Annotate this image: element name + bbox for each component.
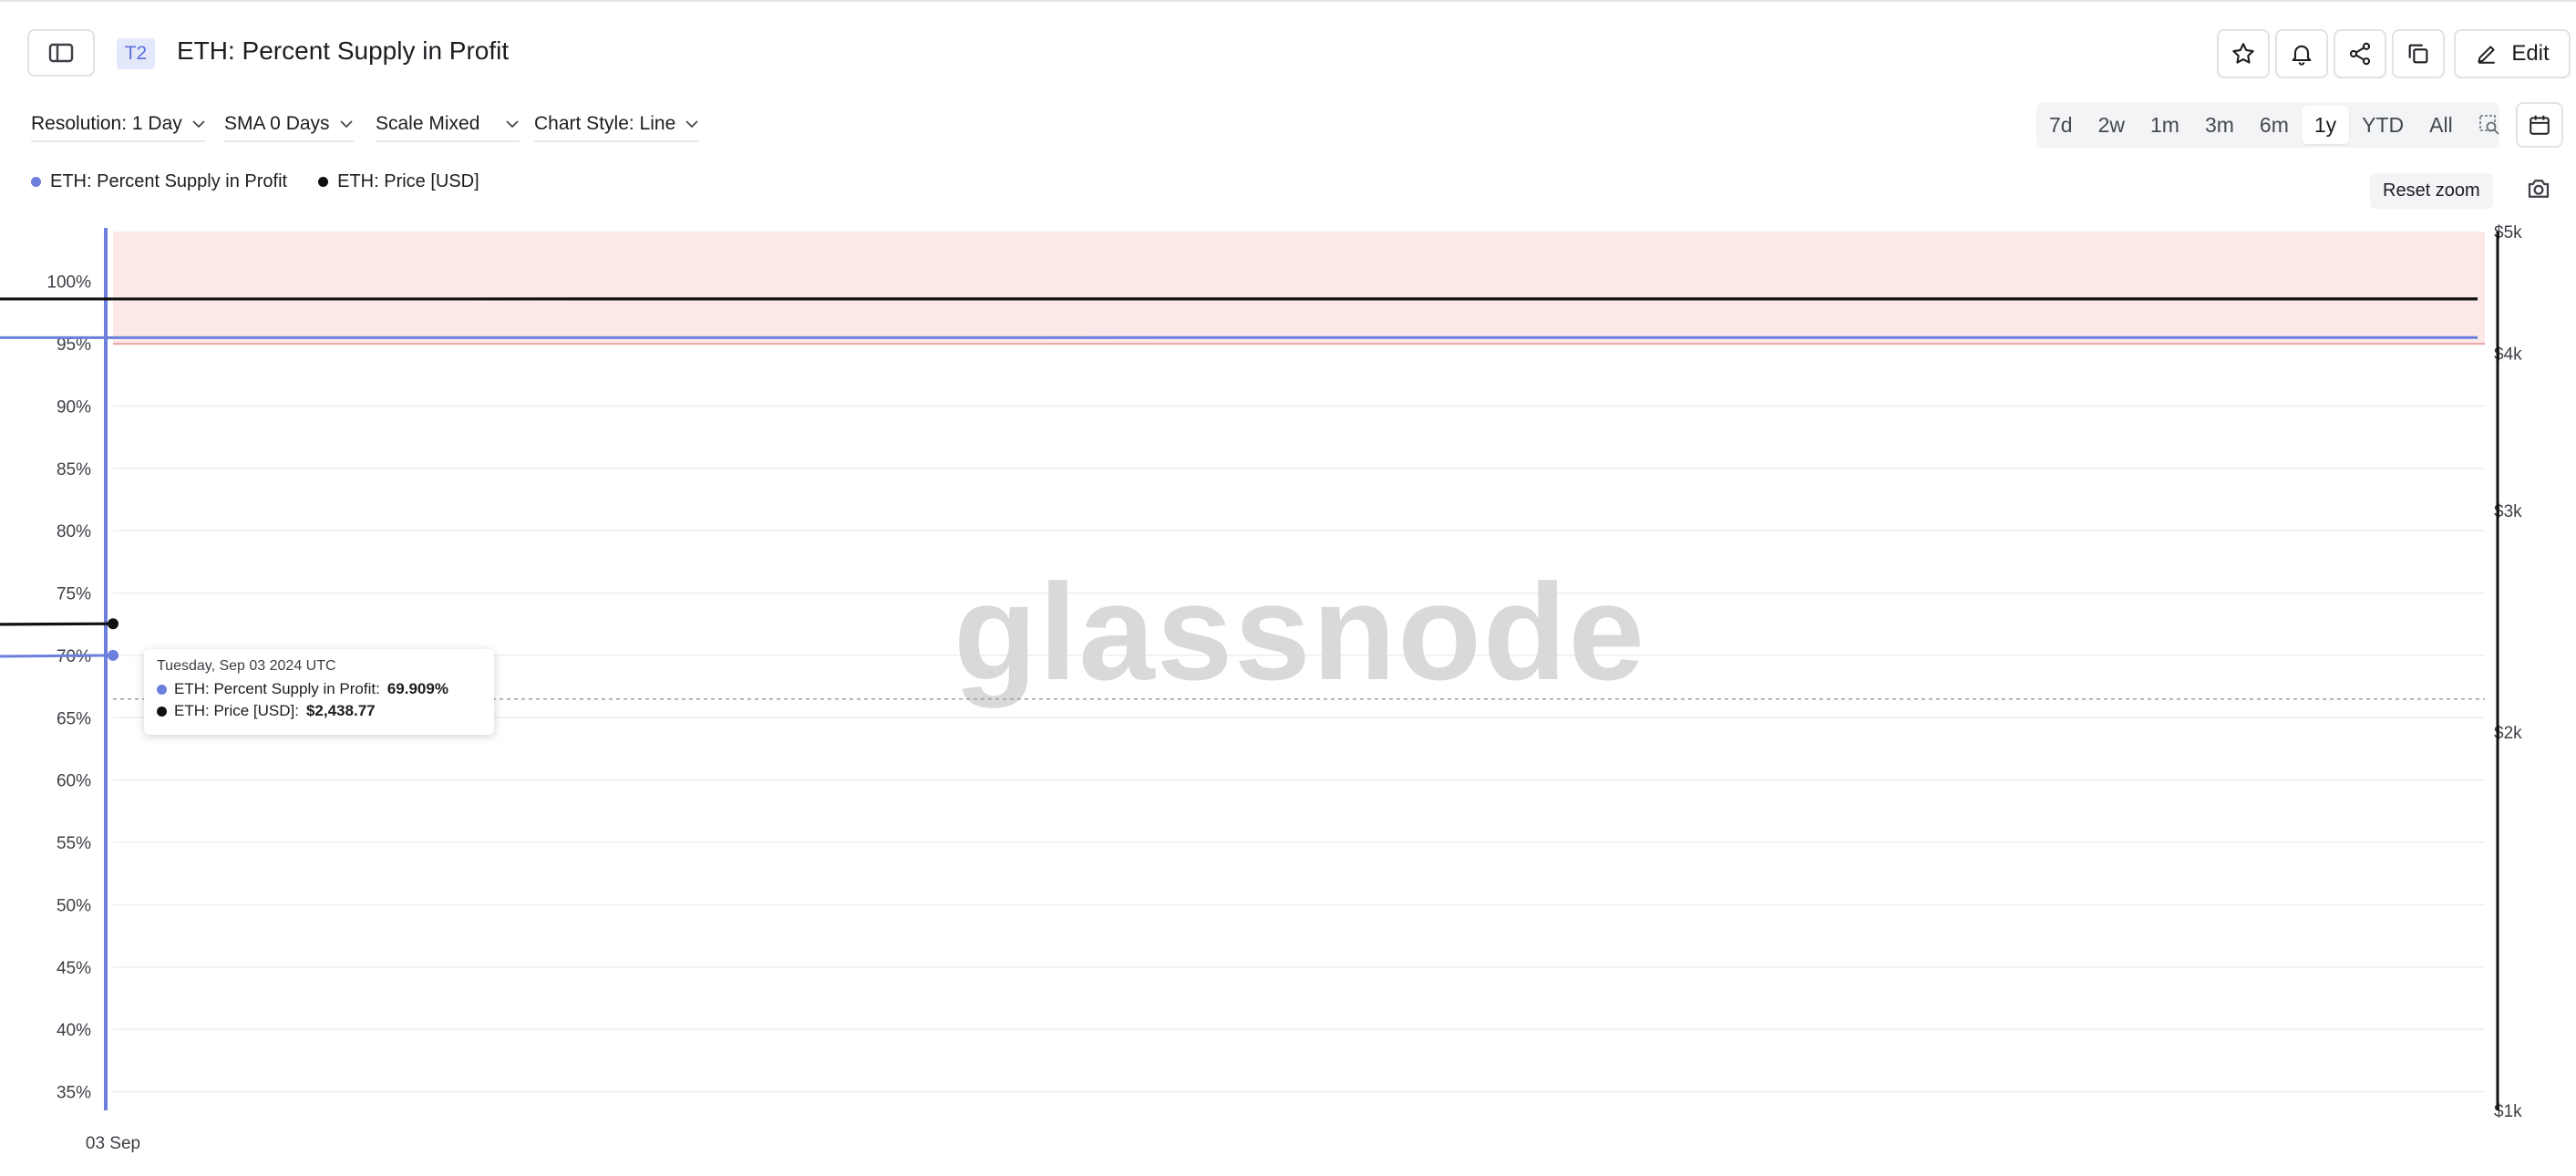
y-right-tick-label: $1k [2494,1102,2522,1121]
profit-zone-band [113,232,2485,345]
tooltip-label: ETH: Price [USD]: [174,702,299,719]
chart-style-label: Chart Style: Line [534,113,676,134]
range-1y[interactable]: 1y [2301,106,2350,144]
y-left-tick-label: 90% [57,397,91,417]
tooltip-dot [157,684,167,695]
y-left-tick-label: 35% [57,1083,91,1102]
duplicate-button[interactable] [2392,29,2445,78]
scale-label: Scale Mixed [376,113,480,134]
range-6m[interactable]: 6m [2259,112,2289,137]
pencil-icon [2478,46,2495,64]
tier-badge: T2 [117,38,155,69]
y-left-tick-label: 65% [57,709,91,728]
y-left-tick-label: 60% [57,772,91,791]
copy-icon [2408,44,2428,64]
calendar-button[interactable] [2516,102,2563,148]
zoom-select-icon [2478,115,2499,135]
range-3m[interactable]: 3m [2204,112,2234,137]
y-left-tick-label: 45% [57,959,91,978]
y-left-tick-label: 50% [57,896,91,915]
chevron-down-icon [339,120,353,129]
zoom-select-button[interactable] [2466,106,2513,144]
x-tick-label: 03 Sep [86,1134,140,1153]
y-left-tick-label: 100% [46,273,91,293]
edit-label: Edit [2511,41,2550,66]
legend-dot [318,177,329,187]
legend-item-supply-in-profit[interactable]: ETH: Percent Supply in Profit [31,171,287,192]
y-left-tick-label: 40% [57,1021,91,1040]
time-range-selector: 7d 2w 1m 3m 6m 1y YTD All [2036,102,2499,148]
resolution-label: Resolution: 1 Day [31,113,182,134]
chart-controls: Resolution: 1 Day SMA 0 Days Scale Mixed… [0,108,2576,144]
legend-item-price[interactable]: ETH: Price [USD] [318,171,479,192]
y-right-tick-label: $3k [2494,502,2522,521]
favorite-button[interactable] [2217,29,2270,78]
calendar-icon [2530,115,2550,135]
scale-dropdown[interactable]: Scale Mixed [376,113,520,142]
share-icon [2349,42,2371,66]
y-right-tick-label: $2k [2494,724,2522,743]
y-left-tick-label: 75% [57,585,91,604]
chart-legend: ETH: Percent Supply in Profit ETH: Price… [31,171,479,192]
tooltip-row-price: ETH: Price [USD]: $2,438.77 [157,702,481,720]
tooltip-value: $2,438.77 [305,702,376,719]
tooltip-value: 69.909% [386,680,448,697]
edit-button[interactable]: Edit [2454,29,2571,78]
range-all[interactable]: All [2429,112,2453,137]
tooltip-label: ETH: Percent Supply in Profit: [174,680,380,697]
y-left-tick-label: 95% [57,335,91,355]
y-right-tick-label: $5k [2494,223,2522,242]
legend-dot [31,177,41,187]
star-icon [2232,43,2254,64]
tooltip-dot [157,706,167,717]
page-title: ETH: Percent Supply in Profit [177,36,510,65]
range-7d[interactable]: 7d [2049,112,2073,137]
y-left-tick-label: 80% [57,522,91,542]
camera-icon[interactable] [2525,175,2552,202]
range-2w[interactable]: 2w [2097,112,2125,137]
chart-tooltip: Tuesday, Sep 03 2024 UTC ETH: Percent Su… [144,649,494,735]
sidebar-toggle-button[interactable] [27,29,95,77]
range-ytd[interactable]: YTD [2362,112,2405,137]
alert-button[interactable] [2275,29,2328,78]
y-right-tick-label: $4k [2494,346,2522,365]
y-left-tick-label: 55% [57,834,91,853]
legend-label: ETH: Price [USD] [337,171,479,191]
chart-header: T2 ETH: Percent Supply in Profit [0,0,2576,104]
legend-label: ETH: Percent Supply in Profit [50,171,288,191]
sma-label: SMA 0 Days [224,113,330,134]
chevron-down-icon [506,120,520,129]
resolution-dropdown[interactable]: Resolution: 1 Day [31,113,206,142]
range-1m[interactable]: 1m [2150,112,2179,137]
hover-point-price [108,618,118,630]
watermark: glassnode [953,555,1646,708]
sma-dropdown[interactable]: SMA 0 Days [224,113,354,142]
reset-zoom-button[interactable]: Reset zoom [2370,173,2493,209]
y-left-tick-label: 85% [57,460,91,480]
chart-style-dropdown[interactable]: Chart Style: Line [534,113,700,142]
hover-point-supply [108,649,118,661]
chevron-down-icon [192,120,205,129]
sidebar-icon [48,43,74,63]
bell-icon [2292,45,2312,66]
share-button[interactable] [2334,29,2386,78]
tooltip-row-supply: ETH: Percent Supply in Profit: 69.909% [157,680,481,698]
chevron-down-icon [685,120,698,129]
tooltip-date: Tuesday, Sep 03 2024 UTC [157,658,336,674]
